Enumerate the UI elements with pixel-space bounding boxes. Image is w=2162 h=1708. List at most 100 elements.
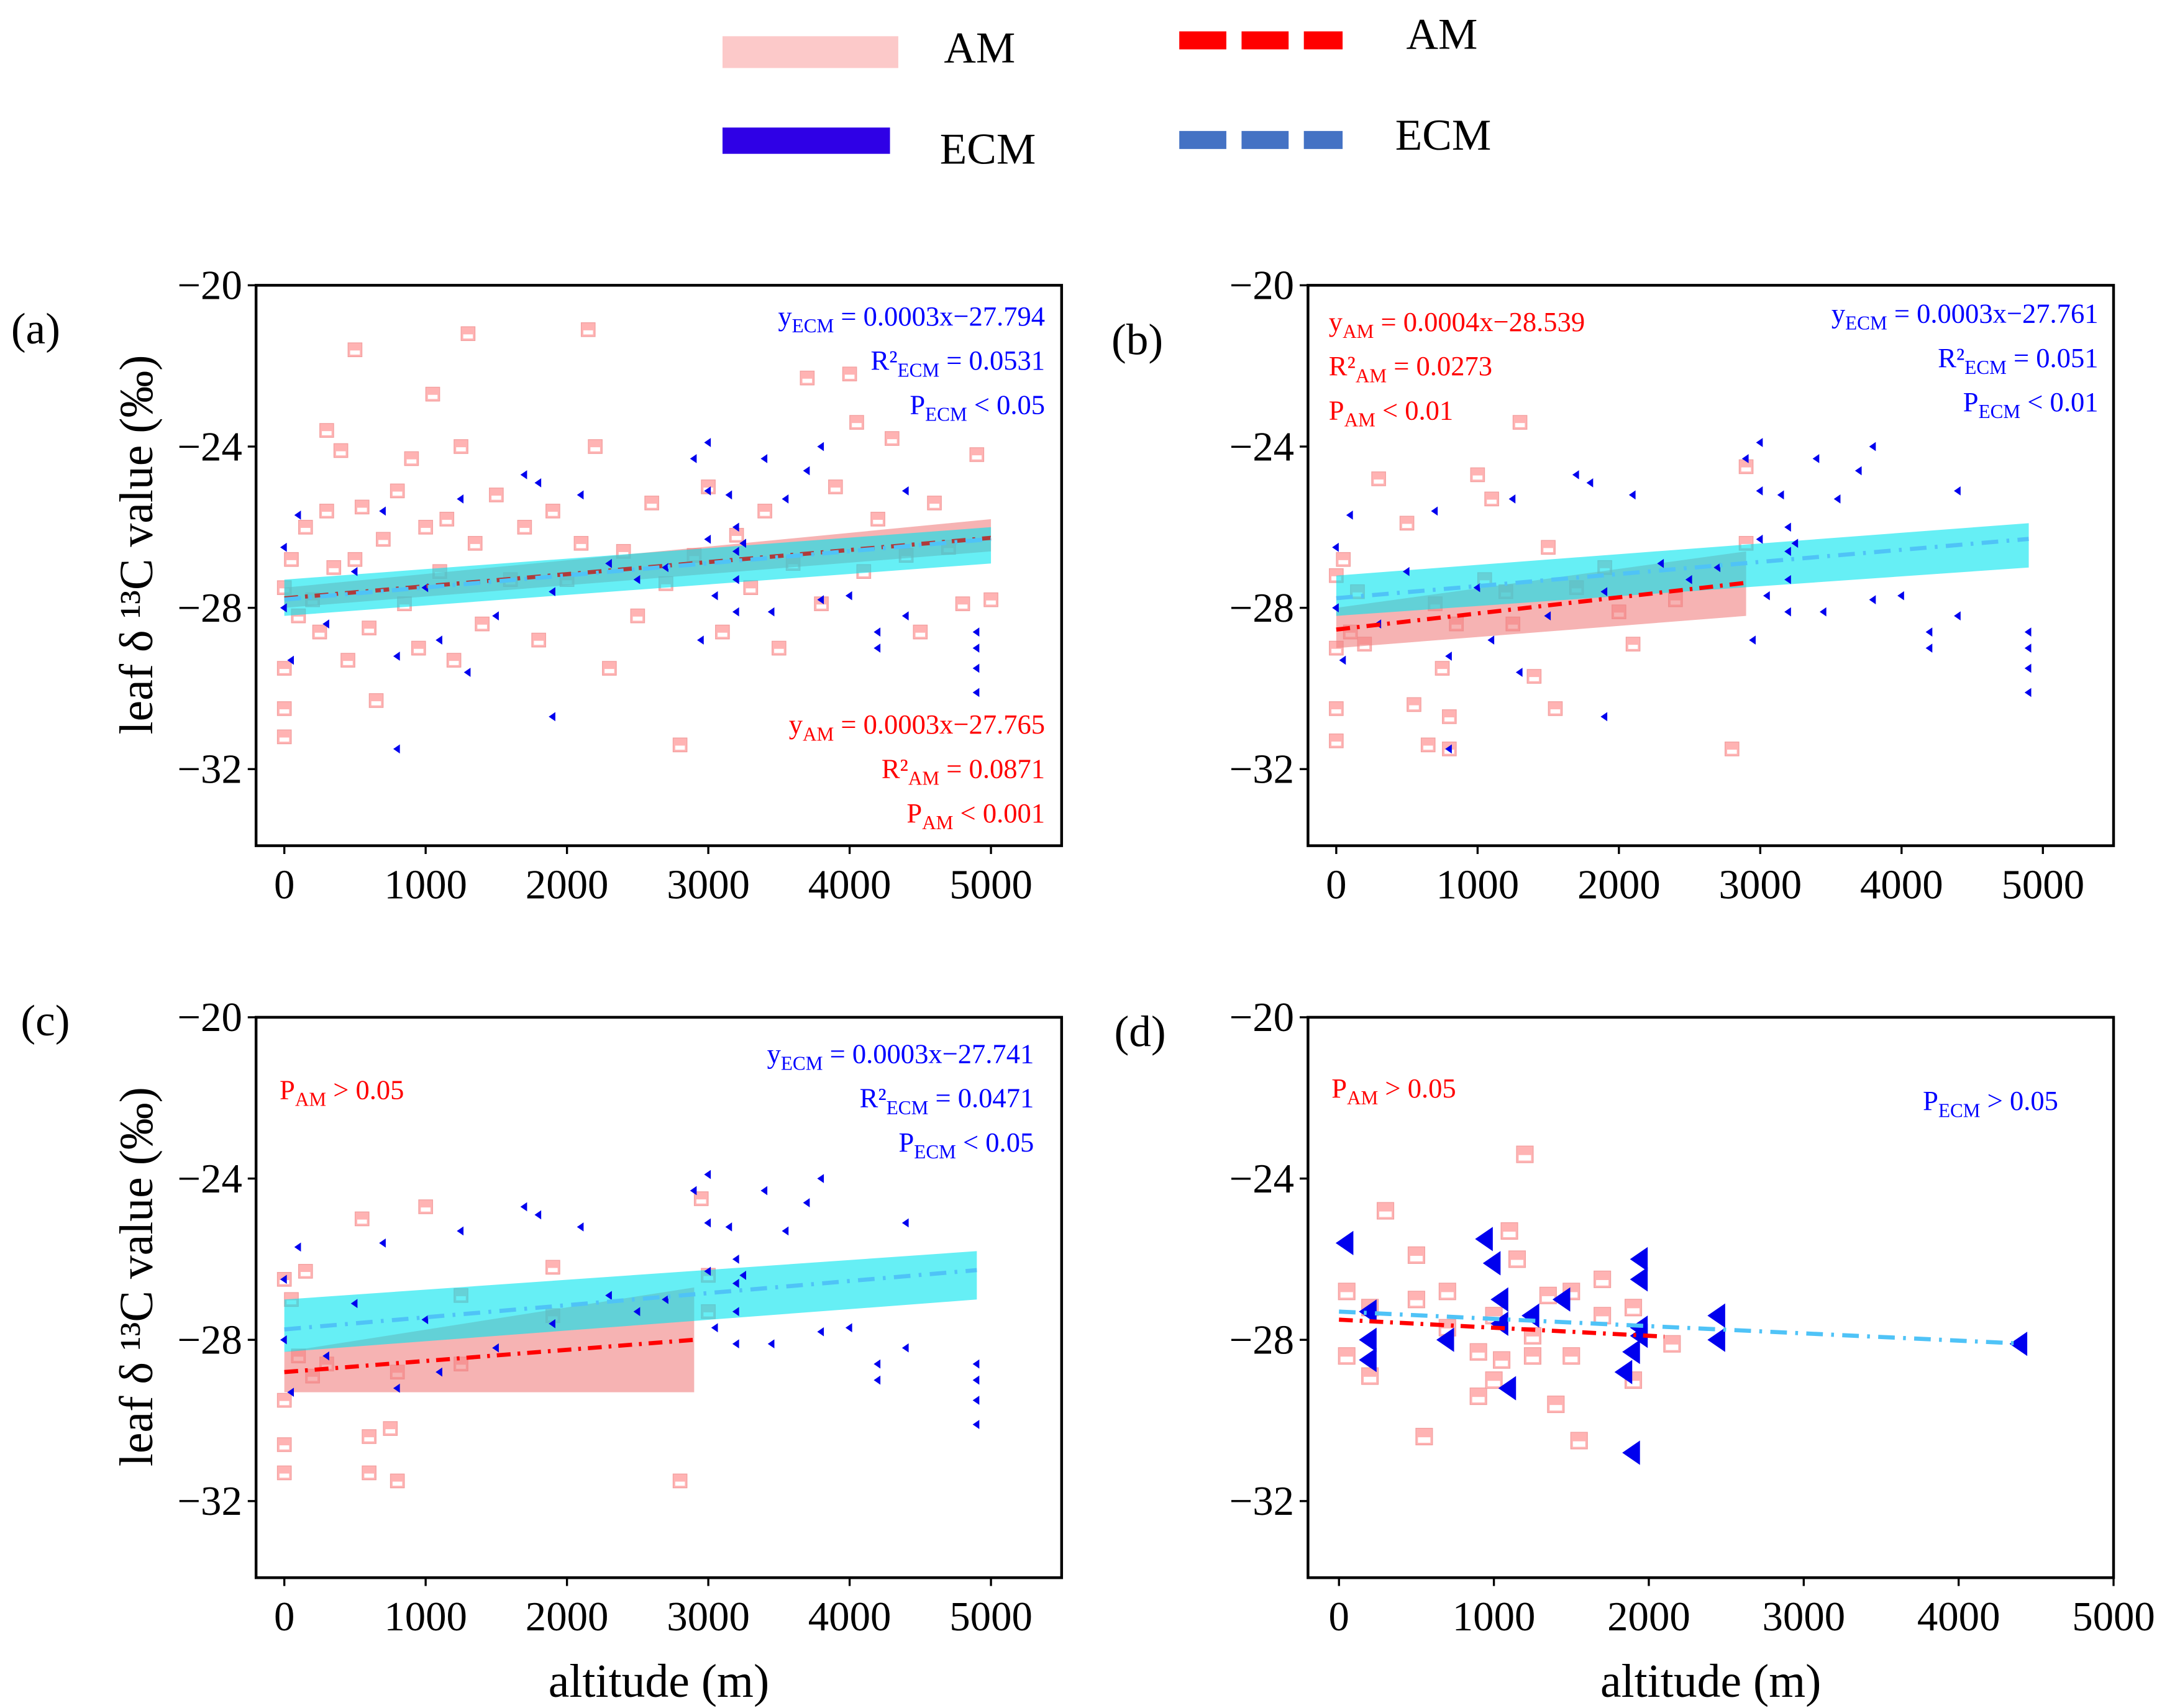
- ecm-point: [1482, 1251, 1501, 1276]
- ecm-point: [1707, 1303, 1725, 1328]
- am-point-inner: [392, 491, 403, 496]
- am-point-inner: [279, 709, 290, 714]
- ecm-point: [1402, 566, 1410, 576]
- ecm-point: [1954, 486, 1961, 496]
- y-tick-label: −28: [177, 1317, 242, 1363]
- annotation-subscript: ECM: [1938, 1099, 1981, 1121]
- annotation-value: > 0.05: [1981, 1085, 2058, 1116]
- annotation-value: = 0.051: [2007, 342, 2099, 373]
- ecm-point: [1954, 611, 1961, 620]
- x-tick-label: 0: [1329, 1594, 1349, 1640]
- ecm-point: [1600, 587, 1608, 597]
- annotation-value: = 0.0003x−27.741: [823, 1038, 1034, 1069]
- ecm-point: [2024, 643, 2032, 653]
- ecm-point: [520, 1202, 527, 1212]
- am-point: [276, 1392, 292, 1408]
- y-tick-label: −28: [177, 585, 242, 631]
- am-point: [955, 596, 970, 611]
- am-point-inner: [696, 1199, 706, 1204]
- annotation-symbol: P: [280, 1074, 295, 1105]
- am-point-inner: [873, 519, 883, 524]
- ecm-point: [803, 466, 810, 476]
- ecm-point: [1897, 591, 1904, 601]
- ecm-point: [1614, 1360, 1633, 1384]
- am-point: [475, 616, 490, 632]
- x-tick-label: 2000: [526, 1594, 609, 1640]
- am-point-inner: [463, 334, 473, 339]
- annotation-subscript: ECM: [887, 1097, 929, 1119]
- ecm-point: [1756, 486, 1763, 496]
- annotation-subscript: AM: [908, 768, 939, 789]
- am-point-inner: [343, 661, 353, 665]
- panel-label: (c): [21, 996, 70, 1045]
- ecm-point: [732, 1278, 739, 1288]
- panel-b: 0 1000 2000 3000 4000 5000 −20 −24 −28 −32 (b) yAM …: [1111, 263, 2115, 907]
- ecm-point: [350, 1299, 358, 1309]
- am-point-inner: [1541, 1296, 1554, 1302]
- ecm-point: [845, 591, 852, 601]
- ecm-point: [662, 1294, 668, 1304]
- ecm-point: [1332, 603, 1339, 612]
- am-stat-annotation: yAM = 0.0004x−28.539: [1329, 306, 1585, 342]
- am-point-inner: [335, 451, 346, 456]
- ecm-point: [350, 566, 358, 576]
- ecm-point: [294, 1242, 301, 1252]
- am-point-inner: [364, 1473, 374, 1478]
- am-point-inner: [548, 1268, 558, 1273]
- am-fit-line: [284, 1337, 695, 1374]
- legend-label-ecm-band: ECM: [940, 124, 1036, 173]
- x-tick-label: 5000: [949, 861, 1033, 907]
- x-tick-label: 1000: [1453, 1594, 1536, 1640]
- ecm-confidence-band: [284, 527, 992, 616]
- am-point-inner: [1331, 741, 1341, 746]
- am-point-inner: [802, 378, 813, 383]
- ecm-point: [1622, 1440, 1640, 1465]
- annotation-symbol: y: [789, 709, 803, 740]
- ecm-point: [1925, 643, 1933, 653]
- y-tick-label: −28: [1229, 1317, 1295, 1363]
- am-point-inner: [279, 1401, 290, 1406]
- annotation-value: < 0.001: [953, 797, 1045, 829]
- am-point-inner: [1510, 1260, 1524, 1266]
- ecm-point: [1498, 1376, 1517, 1401]
- y-tick-label: −32: [1229, 1478, 1295, 1524]
- ecm-point: [1869, 442, 1876, 452]
- ecm-point: [760, 1186, 768, 1196]
- ecm-point: [711, 1323, 718, 1333]
- annotation-subscript: ECM: [914, 1141, 956, 1163]
- am-stat-annotation: R²AM = 0.0273: [1329, 350, 1492, 386]
- am-point-inner: [831, 488, 841, 492]
- am-point-inner: [583, 330, 593, 335]
- am-fit-line: [1339, 1317, 1665, 1339]
- ecm-point: [379, 1238, 386, 1248]
- ecm-point: [690, 454, 697, 463]
- panel-c: 0 1000 2000 3000 4000 5000 −20 −24 −28 −32 (c) leaf…: [21, 994, 1064, 1707]
- am-point: [326, 560, 342, 575]
- ecm-point: [725, 490, 732, 500]
- ecm-fit-line: [1336, 537, 2029, 601]
- ecm-point: [1791, 538, 1799, 548]
- ecm-point: [817, 1174, 824, 1183]
- x-tick-label: 2000: [1607, 1594, 1690, 1640]
- panel-label: (b): [1111, 316, 1163, 365]
- ecm-point: [817, 442, 824, 452]
- annotation-symbol: y: [778, 301, 792, 332]
- ecm-point: [732, 575, 739, 584]
- ecm-point: [1359, 1299, 1377, 1324]
- ecm-point: [662, 563, 668, 573]
- y-tick-label: −32: [1229, 747, 1295, 793]
- am-point-inner: [852, 423, 862, 427]
- am-point-inner: [604, 669, 614, 673]
- am-point-inner: [1526, 1356, 1539, 1363]
- annotation-symbol: R²: [870, 345, 897, 376]
- ecm-fit-line: [284, 537, 992, 602]
- ecm-point: [739, 538, 746, 548]
- y-tick-label: −24: [1229, 424, 1295, 470]
- am-point-inner: [957, 604, 968, 609]
- ecm-point: [690, 1186, 697, 1196]
- annotation-symbol: P: [1963, 386, 1979, 417]
- ecm-point: [549, 712, 555, 722]
- am-point-inner: [986, 600, 996, 605]
- ecm-point: [1436, 1327, 1454, 1352]
